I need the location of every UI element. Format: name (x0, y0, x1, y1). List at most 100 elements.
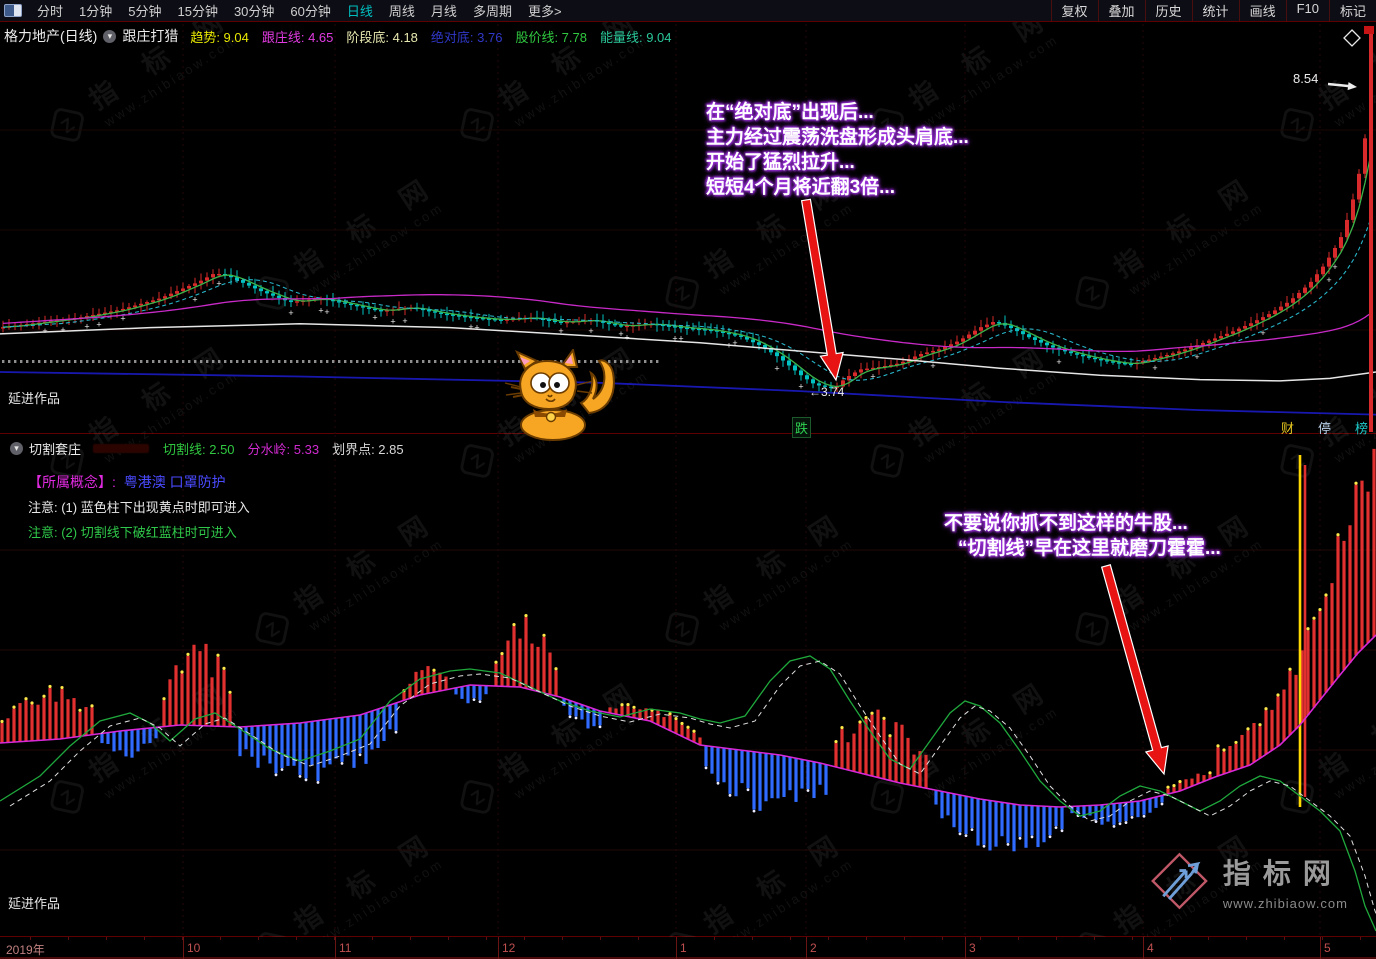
corner-tag-财[interactable]: 财 (1281, 421, 1295, 436)
histogram-indicator-chart[interactable] (0, 435, 1376, 937)
indicator-name-label: 跟庄打猎 (122, 28, 179, 44)
fall-tag-button[interactable]: 跌 (792, 417, 812, 438)
axis-tick (1208, 937, 1209, 940)
callout-line: 主力经过震荡洗盘形成头肩底... (706, 127, 969, 148)
app-window-icon[interactable] (4, 4, 22, 17)
period-tab-60分钟[interactable]: 60分钟 (290, 4, 331, 19)
axis-tick (752, 937, 753, 940)
period-tab-15分钟[interactable]: 15分钟 (177, 4, 218, 19)
axis-year-label: 2019年 (6, 943, 45, 957)
note-line: 注意: (1) 蓝色柱下出现黄点时即可进入 (28, 500, 250, 515)
chevron-down-icon[interactable]: ▾ (103, 29, 117, 43)
month-label-4: 4 (1147, 941, 1154, 955)
site-logo: 指标网 www.zhibiaow.com (1148, 845, 1348, 917)
month-label-1: 1 (680, 941, 687, 955)
axis-tick (1056, 937, 1057, 940)
callout-line: 不要说你抓不到这样的牛股... (944, 513, 1188, 534)
value-切割线: 切割线: 2.50 (163, 442, 235, 457)
svg-text:+: + (468, 322, 473, 332)
period-tab-更多>[interactable]: 更多> (527, 4, 562, 19)
svg-text:+: + (798, 382, 803, 392)
tool-button-叠加[interactable]: 叠加 (1097, 0, 1145, 21)
tool-button-历史[interactable]: 历史 (1144, 0, 1192, 21)
period-tab-周线[interactable]: 周线 (388, 4, 415, 19)
price-high-label: 8.54 (1293, 71, 1319, 86)
period-tab-多周期[interactable]: 多周期 (472, 4, 512, 19)
sub-indicator-name-label: 切割套庄 (29, 442, 82, 457)
month-separator (965, 937, 966, 959)
month-label-11: 11 (339, 941, 352, 955)
value-分水岭: 分水岭: 5.33 (247, 442, 320, 457)
period-tab-分时[interactable]: 分时 (37, 4, 64, 19)
svg-text:+: + (42, 326, 47, 336)
axis-tick (1284, 937, 1285, 940)
svg-text:+: + (732, 338, 737, 348)
site-logo-brand: 指标网 (1222, 857, 1343, 889)
period-tab-5分钟[interactable]: 5分钟 (128, 4, 162, 19)
callout-line: 开始了猛烈拉升... (706, 152, 855, 173)
period-tab-1分钟[interactable]: 1分钟 (79, 4, 113, 19)
svg-text:+: + (96, 319, 101, 329)
top-menu-bar: 分时 1分钟 5分钟 15分钟 30分钟 60分钟 日线 周线 月线 多周期 更多> 复权 叠加 历史统… (0, 0, 1376, 22)
axis-tick (828, 937, 829, 940)
svg-text:+: + (474, 323, 479, 333)
callout-line: “切割线”早在这里就磨刀霍霍... (958, 538, 1221, 559)
period-tabs: 分时 1分钟 5分钟 15分钟 30分钟 60分钟 日线 周线 月线 多周期 更多> (29, 0, 570, 21)
axis-tick (30, 937, 31, 940)
main-price-chart-panel[interactable]: + + + + + + + + + + + + + + + + + + + + + + + + + + + + + + + + + (0, 22, 1376, 434)
axis-tick (1132, 937, 1133, 940)
tool-button-统计[interactable]: 统计 (1191, 0, 1239, 21)
stock-symbol-label: 格力地产(日线) (4, 28, 98, 44)
axis-tick (486, 937, 487, 940)
concept-value: 粤港澳 口罩防护 (123, 474, 226, 490)
svg-text:+: + (774, 364, 779, 374)
svg-text:+: + (1056, 357, 1061, 367)
svg-text:+: + (1260, 328, 1265, 338)
axis-tick (600, 937, 601, 940)
svg-text:+: + (558, 326, 563, 336)
corner-tag-停[interactable]: 停 (1318, 421, 1332, 436)
svg-text:+: + (618, 329, 623, 339)
period-tab-日线[interactable]: 日线 (346, 4, 373, 19)
corner-tag-榜[interactable]: 榜 (1355, 421, 1369, 436)
chevron-down-icon[interactable]: ▾ (10, 442, 23, 455)
chart-title-bar: 格力地产(日线) ▾ 跟庄打猎 趋势: 9.04 跟庄线: 4.65 阶段底: 4.… (4, 26, 685, 46)
tool-button-F10[interactable]: F10 (1285, 0, 1329, 21)
annotation-top-callout: 在“绝对底”出现后... 主力经过震荡洗盘形成头肩底... 开始了猛烈拉升... 短短… (706, 100, 969, 200)
author-label-top: 延进作品 (8, 391, 61, 406)
tool-button-复权[interactable]: 复权 (1050, 0, 1098, 21)
value-趋势: 趋势: 9.04 (190, 29, 249, 45)
axis-tick (904, 937, 905, 940)
month-separator (498, 937, 499, 959)
axis-tick (372, 937, 373, 940)
author-label-bottom: 延进作品 (8, 896, 61, 911)
axis-tick (980, 937, 981, 940)
tool-button-画线[interactable]: 画线 (1238, 0, 1286, 21)
value-阶段底: 阶段底: 4.18 (346, 29, 418, 45)
axis-tick (220, 937, 221, 940)
month-separator (1143, 937, 1144, 959)
axis-tick (296, 937, 297, 940)
svg-text:+: + (930, 361, 935, 371)
axis-tick (182, 937, 183, 940)
candlestick-chart[interactable]: + + + +++++ + ++ + ++ + + + + + + ++ +++++ ++++++ (0, 22, 1376, 434)
period-tab-30分钟[interactable]: 30分钟 (233, 4, 275, 19)
axis-tick (1322, 937, 1323, 940)
month-separator (1320, 937, 1321, 959)
time-axis-bar[interactable]: 2019年 10 11 12 1 2 3 4 5 (0, 937, 1376, 959)
period-tab-月线[interactable]: 月线 (430, 4, 457, 19)
tool-button-标记[interactable]: 标记 (1328, 0, 1376, 21)
axis-tick (68, 937, 69, 940)
